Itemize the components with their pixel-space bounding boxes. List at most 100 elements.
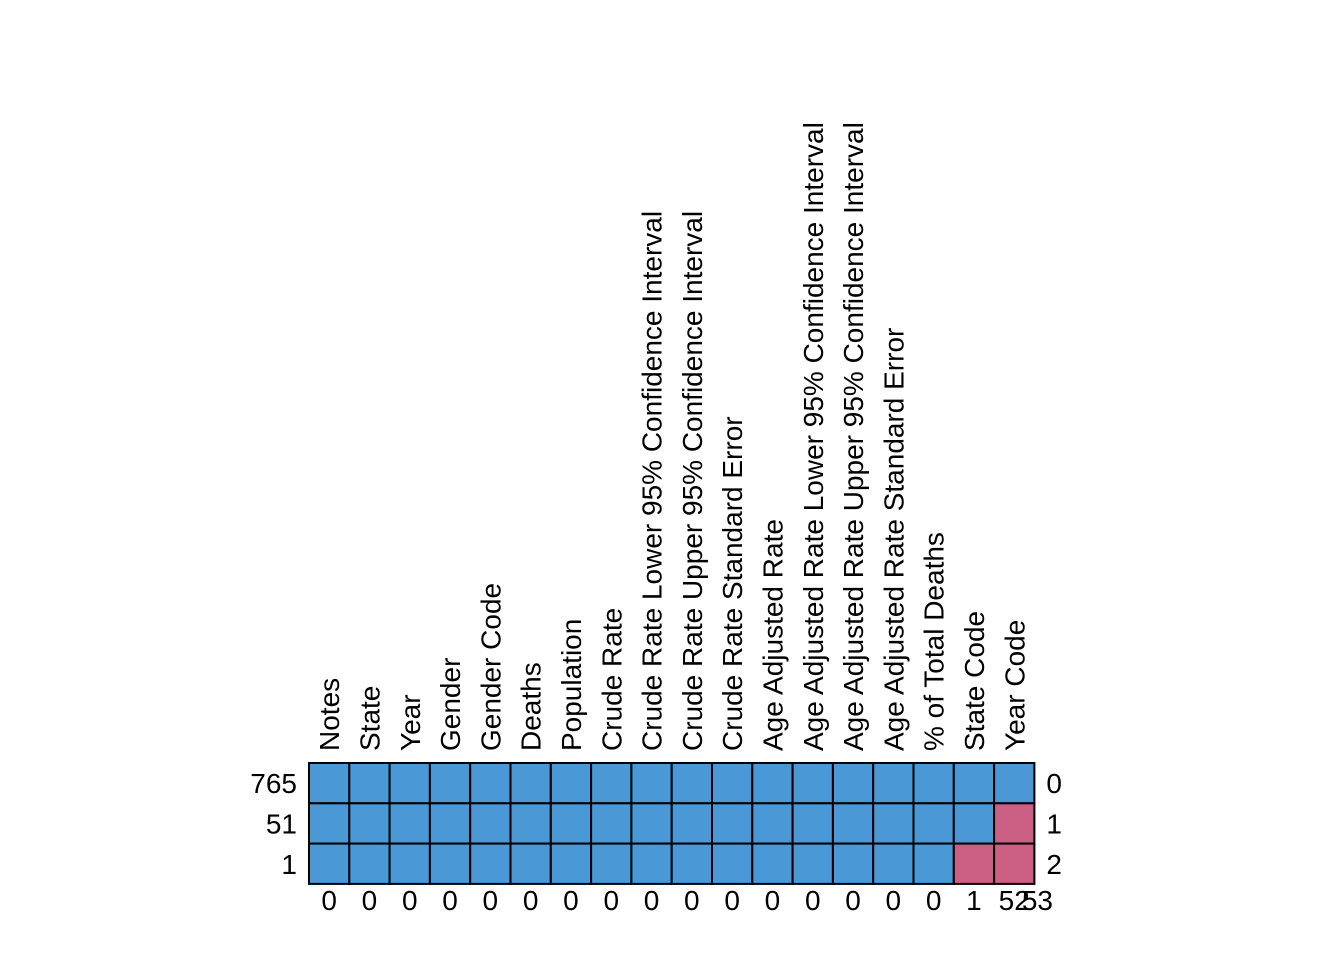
column-label: Crude Rate Standard Error: [717, 416, 748, 751]
cell-observed: [509, 842, 552, 885]
cell-observed: [670, 802, 714, 845]
column-missing-label: 0: [644, 885, 660, 916]
column-missing-label: 0: [805, 885, 821, 916]
cell-observed: [791, 842, 834, 885]
row-missing-label: 0: [1046, 768, 1062, 799]
cell-observed: [831, 802, 875, 845]
cell-observed: [630, 802, 673, 845]
cell-observed: [952, 802, 996, 845]
cell-observed: [388, 802, 431, 845]
column-label: Crude Rate Upper 95% Confidence Interval: [677, 211, 708, 751]
cell-observed: [469, 802, 512, 845]
cell-observed: [388, 842, 431, 885]
column-missing-label: 0: [765, 885, 781, 916]
cell-observed: [711, 842, 754, 885]
cell-observed: [993, 762, 1036, 805]
row-count-label: 765: [250, 768, 297, 799]
cell-observed: [428, 802, 472, 845]
cell-observed: [308, 802, 351, 845]
column-label: Age Adjusted Rate Lower 95% Confidence I…: [798, 122, 829, 751]
column-label: Population: [556, 619, 587, 751]
column-label: State: [354, 686, 385, 751]
column-label: State Code: [959, 611, 990, 751]
column-label: Year Code: [999, 620, 1030, 751]
cell-observed: [308, 842, 351, 885]
cell-observed: [912, 842, 955, 885]
cell-observed: [630, 762, 673, 805]
column-missing-label: 52: [999, 885, 1030, 916]
cell-observed: [912, 762, 955, 805]
cell-missing: [993, 842, 1036, 885]
cell-observed: [952, 762, 996, 805]
row-count-label: 1: [281, 849, 297, 880]
cells-group: [308, 762, 1036, 885]
column-label: % of Total Deaths: [919, 532, 950, 751]
cell-observed: [348, 802, 391, 845]
cell-observed: [348, 842, 391, 885]
column-label: Age Adjusted Rate Standard Error: [878, 328, 909, 751]
cell-observed: [348, 762, 391, 805]
cell-observed: [590, 762, 633, 805]
column-missing-label: 0: [603, 885, 619, 916]
cell-observed: [428, 842, 472, 885]
cell-observed: [549, 802, 593, 845]
cell-observed: [872, 762, 915, 805]
column-missing-label: 0: [684, 885, 700, 916]
cell-observed: [549, 842, 593, 885]
column-label: Gender Code: [475, 583, 506, 751]
column-missing-label: 0: [886, 885, 902, 916]
row-count-label: 51: [266, 808, 297, 839]
column-label: Gender: [435, 658, 466, 751]
column-missing-label: 0: [321, 885, 337, 916]
column-missing-label: 0: [483, 885, 499, 916]
cell-observed: [831, 842, 875, 885]
cell-observed: [670, 842, 714, 885]
cell-observed: [791, 762, 834, 805]
column-missing-label: 0: [926, 885, 942, 916]
column-missing-label: 0: [724, 885, 740, 916]
total-missing-label: 53: [1022, 885, 1053, 916]
cell-observed: [630, 842, 673, 885]
cell-observed: [751, 762, 794, 805]
cell-observed: [428, 762, 472, 805]
column-missing-label: 0: [563, 885, 579, 916]
cell-observed: [872, 802, 915, 845]
cell-observed: [670, 762, 714, 805]
column-labels: Notes State Year Gender Gender Code Deaths Pop…: [314, 122, 1030, 751]
row-missing-label: 1: [1046, 808, 1062, 839]
column-missing-label: 1: [966, 885, 982, 916]
cell-observed: [791, 802, 834, 845]
cell-observed: [469, 842, 512, 885]
row-missing-label: 2: [1046, 849, 1062, 880]
cell-observed: [308, 762, 351, 805]
cell-missing: [952, 842, 996, 885]
cell-observed: [509, 802, 552, 845]
cell-observed: [388, 762, 431, 805]
cell-observed: [831, 762, 875, 805]
cell-observed: [751, 802, 794, 845]
column-missing-label: 0: [402, 885, 418, 916]
cell-observed: [590, 842, 633, 885]
cell-observed: [590, 802, 633, 845]
cell-observed: [872, 842, 915, 885]
cell-observed: [711, 762, 754, 805]
column-label: Year: [395, 694, 426, 751]
cell-observed: [469, 762, 512, 805]
column-missing-label: 0: [442, 885, 458, 916]
cell-observed: [549, 762, 593, 805]
column-missing-label: 0: [523, 885, 539, 916]
column-label: Crude Rate Lower 95% Confidence Interval: [637, 211, 668, 751]
column-label: Deaths: [516, 662, 547, 751]
column-label: Notes: [314, 678, 345, 751]
cell-observed: [509, 762, 552, 805]
cell-observed: [912, 802, 955, 845]
column-label: Age Adjusted Rate Upper 95% Confidence I…: [838, 122, 869, 751]
column-missing-label: 0: [845, 885, 861, 916]
cell-missing: [993, 802, 1036, 845]
cell-observed: [711, 802, 754, 845]
column-label: Age Adjusted Rate: [757, 519, 788, 751]
column-label: Crude Rate: [596, 608, 627, 751]
cell-observed: [751, 842, 794, 885]
